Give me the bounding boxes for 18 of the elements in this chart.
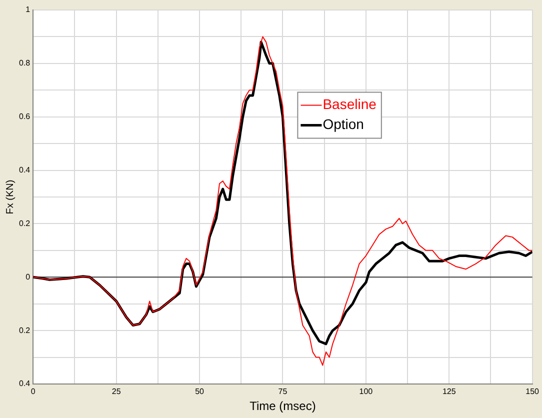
x-tick-label: 25 bbox=[112, 387, 122, 396]
legend-label: Option bbox=[322, 116, 364, 132]
y-tick-label: 0.2 bbox=[18, 218, 31, 228]
y-tick-label: 0.4 bbox=[18, 379, 31, 388]
y-tick-label: 0 bbox=[26, 272, 31, 282]
x-axis-title: Time (msec) bbox=[250, 399, 316, 414]
y-tick-label: 0.8 bbox=[18, 58, 31, 68]
x-tick-label: 150 bbox=[526, 387, 540, 396]
x-tick-label: 100 bbox=[359, 387, 374, 396]
x-tick-label: 50 bbox=[195, 387, 205, 396]
y-tick-label: 1 bbox=[26, 5, 31, 14]
y-tick-label: 0.2 bbox=[18, 326, 31, 335]
legend-label: Baseline bbox=[322, 96, 377, 112]
x-tick-label: 125 bbox=[442, 387, 456, 396]
y-tick-label: 0.4 bbox=[18, 165, 31, 174]
y-tick-label: 0.6 bbox=[18, 112, 31, 122]
y-axis-title: Fx (KN) bbox=[4, 180, 16, 214]
x-tick-label: 75 bbox=[278, 387, 288, 396]
